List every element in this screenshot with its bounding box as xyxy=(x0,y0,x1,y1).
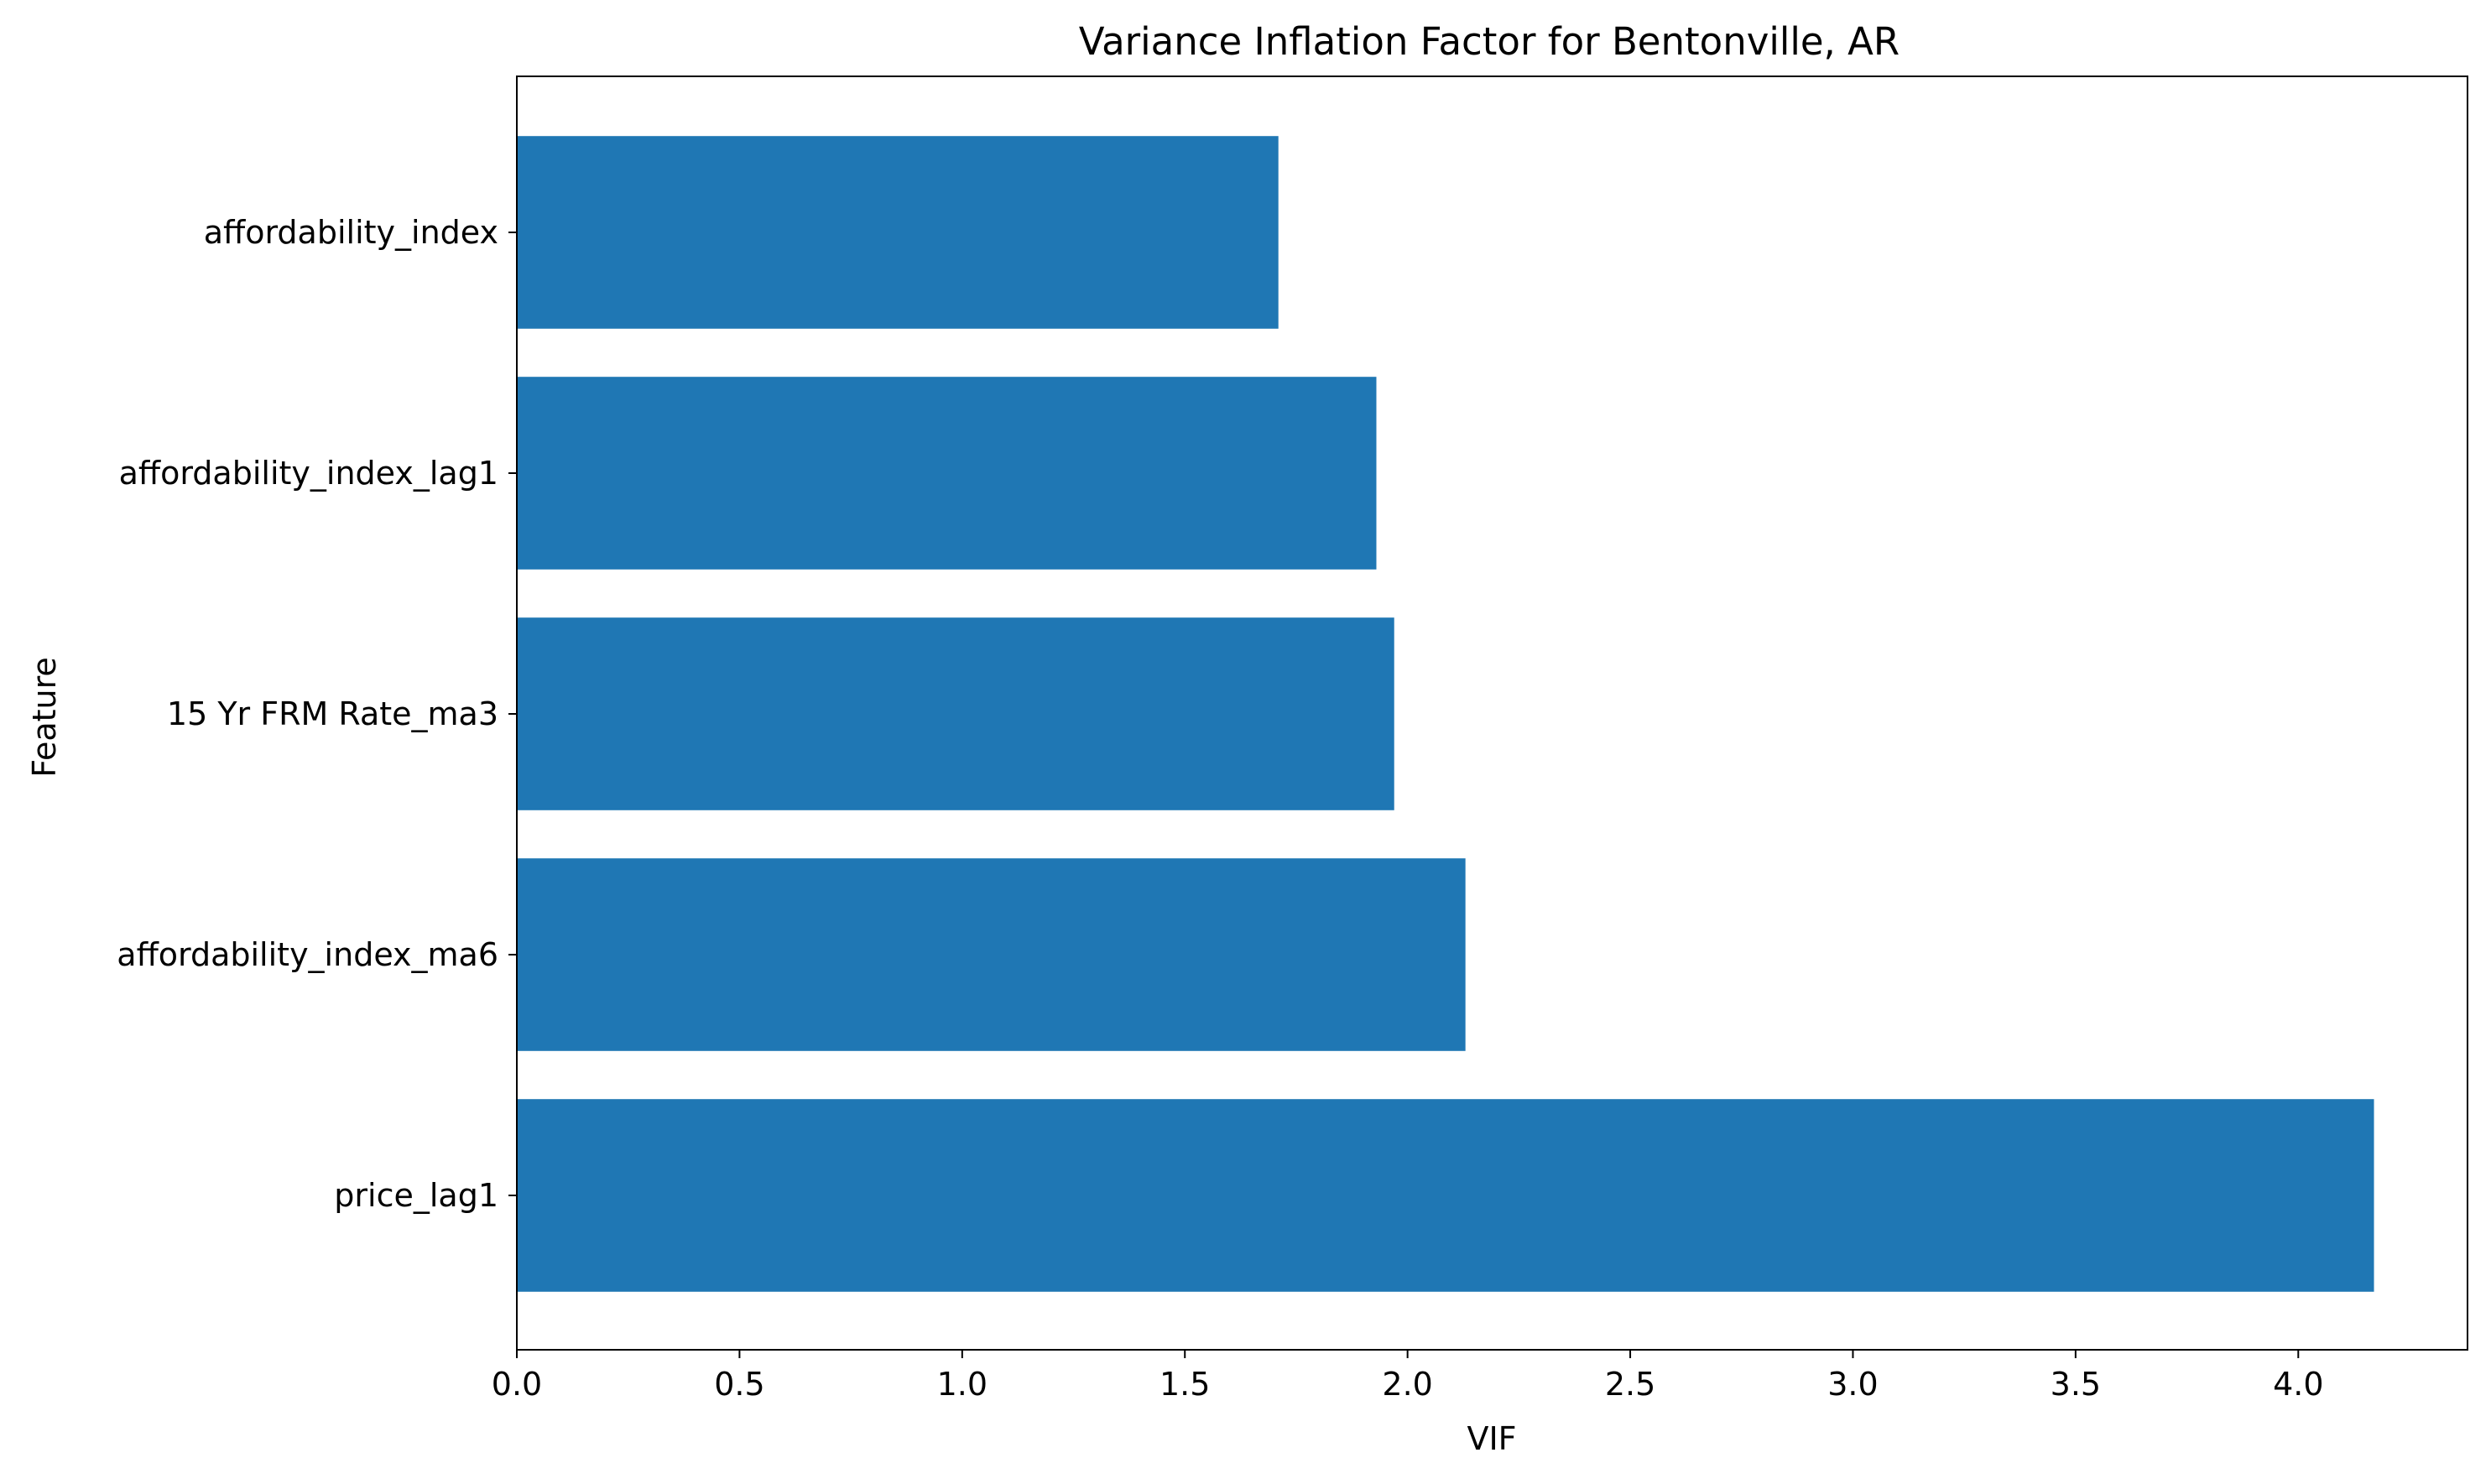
bars-group xyxy=(517,136,2374,1292)
x-tick-label: 2.0 xyxy=(1382,1366,1432,1403)
bar-1 xyxy=(517,858,1466,1051)
x-tick-label: 1.0 xyxy=(937,1366,988,1403)
axes-frame xyxy=(516,76,2468,1351)
y-tick-label: affordability_index xyxy=(204,214,498,251)
x-axis-label: VIF xyxy=(1467,1420,1516,1457)
x-tick-label: 3.5 xyxy=(2051,1366,2101,1403)
chart-title: Variance Inflation Factor for Bentonvill… xyxy=(1079,19,1900,64)
bar-4 xyxy=(517,136,1279,329)
y-ticks-group: price_lag1 affordability_index_ma6 15 Yr F… xyxy=(117,214,517,1214)
x-ticks-group: 0.0 0.5 1.0 1.5 2.0 2.5 3.0 3.5 4.0 xyxy=(492,1350,2324,1403)
y-axis-label: Feature xyxy=(26,657,63,778)
bar-0 xyxy=(517,1099,2374,1292)
x-tick-label: 0.5 xyxy=(714,1366,764,1403)
y-tick-label: affordability_index_lag1 xyxy=(119,455,498,492)
x-tick-label: 2.5 xyxy=(1605,1366,1655,1403)
x-tick-label: 0.0 xyxy=(492,1366,542,1403)
y-tick-label: price_lag1 xyxy=(334,1177,498,1214)
y-tick-label: affordability_index_ma6 xyxy=(117,936,498,973)
bar-3 xyxy=(517,377,1377,570)
y-tick-label: 15 Yr FRM Rate_ma3 xyxy=(167,695,498,732)
bar-2 xyxy=(517,617,1394,810)
x-tick-label: 1.5 xyxy=(1160,1366,1210,1403)
x-tick-label: 3.0 xyxy=(1827,1366,1878,1403)
x-tick-label: 4.0 xyxy=(2273,1366,2323,1403)
